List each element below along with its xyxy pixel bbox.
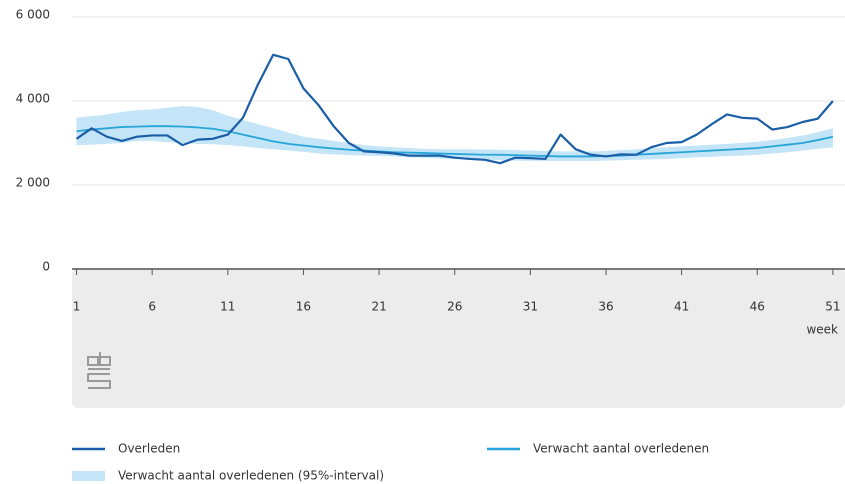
legend-label: Overleden — [118, 442, 180, 456]
legend-label: Verwacht aantal overledenen (95%-interva… — [118, 469, 384, 483]
y-tick-label: 2 000 — [16, 176, 50, 190]
confidence-band — [76, 106, 833, 162]
x-tick-label: 11 — [220, 300, 235, 314]
y-tick-label: 6 000 — [16, 8, 50, 22]
x-axis-label: week — [806, 323, 838, 337]
y-tick-label: 4 000 — [16, 92, 50, 106]
series-line — [75, 53, 834, 165]
y-tick-label: 0 — [42, 260, 50, 274]
x-tick-label: 6 — [148, 300, 156, 314]
x-tick-label: 16 — [296, 300, 311, 314]
x-tick-label: 51 — [825, 300, 840, 314]
x-tick-label: 1 — [73, 300, 81, 314]
legend-swatch — [72, 471, 105, 481]
x-tick-label: 46 — [750, 300, 765, 314]
x-tick-label: 26 — [447, 300, 462, 314]
x-tick-label: 36 — [598, 300, 613, 314]
legend-label: Verwacht aantal overledenen — [533, 442, 709, 456]
series-line — [76, 125, 834, 158]
x-tick-label: 41 — [674, 300, 689, 314]
x-tick-label: 21 — [371, 300, 386, 314]
axis-panel — [72, 268, 845, 408]
x-tick-label: 31 — [523, 300, 538, 314]
cbs-logo — [87, 352, 111, 389]
